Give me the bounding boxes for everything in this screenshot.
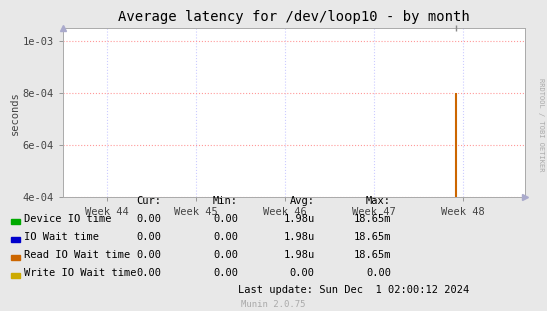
Text: Munin 2.0.75: Munin 2.0.75 <box>241 300 306 309</box>
Text: Cur:: Cur: <box>136 196 161 206</box>
Text: Last update: Sun Dec  1 02:00:12 2024: Last update: Sun Dec 1 02:00:12 2024 <box>238 285 469 295</box>
Text: 0.00: 0.00 <box>213 214 238 224</box>
Text: 0.00: 0.00 <box>366 268 391 278</box>
Text: 0.00: 0.00 <box>136 268 161 278</box>
Text: RRDTOOL / TOBI OETIKER: RRDTOOL / TOBI OETIKER <box>538 78 544 171</box>
Text: Max:: Max: <box>366 196 391 206</box>
Text: Avg:: Avg: <box>289 196 315 206</box>
Text: 1.98u: 1.98u <box>283 232 315 242</box>
Text: 0.00: 0.00 <box>289 268 315 278</box>
Text: 18.65m: 18.65m <box>353 250 391 260</box>
Text: 0.00: 0.00 <box>136 250 161 260</box>
Text: Min:: Min: <box>213 196 238 206</box>
Text: 18.65m: 18.65m <box>353 214 391 224</box>
Text: 0.00: 0.00 <box>213 232 238 242</box>
Text: 1.98u: 1.98u <box>283 214 315 224</box>
Text: 1.98u: 1.98u <box>283 250 315 260</box>
Text: 0.00: 0.00 <box>136 232 161 242</box>
Text: Read IO Wait time: Read IO Wait time <box>24 250 130 260</box>
Title: Average latency for /dev/loop10 - by month: Average latency for /dev/loop10 - by mon… <box>118 10 470 24</box>
Text: 18.65m: 18.65m <box>353 232 391 242</box>
Text: Device IO time: Device IO time <box>24 214 112 224</box>
Text: 0.00: 0.00 <box>213 268 238 278</box>
Text: 0.00: 0.00 <box>136 214 161 224</box>
Text: Write IO Wait time: Write IO Wait time <box>24 268 137 278</box>
Text: IO Wait time: IO Wait time <box>24 232 99 242</box>
Y-axis label: seconds: seconds <box>10 91 20 135</box>
Text: 0.00: 0.00 <box>213 250 238 260</box>
